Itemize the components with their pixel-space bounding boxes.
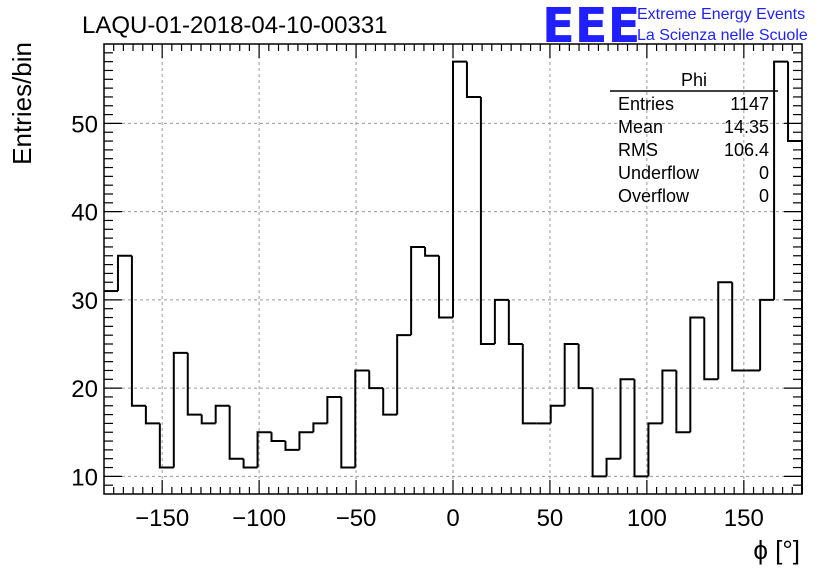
x-tick-label: −150 xyxy=(135,505,189,532)
histogram-bin xyxy=(200,414,216,425)
x-tick-label: −50 xyxy=(336,505,377,532)
histogram-bin xyxy=(340,396,356,469)
histogram-bin xyxy=(396,334,412,415)
histogram-bin xyxy=(410,245,426,336)
y-tick-label: 10 xyxy=(71,464,98,491)
x-tick-labels: −150 −100 −50 0 50 100 150 xyxy=(135,505,764,532)
histogram-bin xyxy=(521,344,537,425)
histogram-bin xyxy=(563,343,579,406)
histogram-bin xyxy=(256,431,272,468)
histogram-bin xyxy=(186,352,202,416)
axis-ticks xyxy=(104,44,802,494)
histogram-bin xyxy=(507,299,523,345)
x-tick-label: 150 xyxy=(724,505,764,532)
histogram-bin xyxy=(144,405,160,425)
histogram-bin xyxy=(787,61,803,494)
histogram-bin xyxy=(759,298,775,371)
histogram-bin xyxy=(284,441,300,451)
stats-label: Mean xyxy=(618,117,663,137)
eee-logo: EEE Extreme Energy Events La Scienza nel… xyxy=(542,0,808,54)
histogram-bin xyxy=(731,282,747,372)
histogram-bin xyxy=(130,255,146,407)
stats-rows: Entries 1147 Mean 14.35 RMS 106.4 Underflow 0 Ov… xyxy=(618,94,769,206)
histogram-bin xyxy=(605,457,621,477)
histogram-bin xyxy=(242,458,258,469)
histogram-bin xyxy=(424,246,440,257)
logo-mark: EEE xyxy=(542,0,640,54)
histogram-bin xyxy=(647,422,663,477)
histogram-bin xyxy=(633,379,649,478)
histogram-bin xyxy=(577,344,593,390)
histogram-bin xyxy=(354,369,370,468)
chart-title: LAQU-01-2018-04-10-00331 xyxy=(82,12,388,39)
x-tick-label: 0 xyxy=(446,505,459,532)
histogram-bin xyxy=(312,422,328,433)
histogram-bin xyxy=(661,369,677,424)
histogram-bin xyxy=(703,317,719,381)
histogram-bin xyxy=(228,405,244,460)
histogram-bin xyxy=(619,378,635,459)
x-tick-label: −100 xyxy=(232,505,286,532)
histogram-bin xyxy=(675,370,691,434)
stats-label: RMS xyxy=(618,140,658,160)
histogram-bin xyxy=(270,432,286,443)
histogram-bin xyxy=(298,431,314,450)
histogram-bin xyxy=(549,404,565,424)
stats-value: 0 xyxy=(759,186,769,206)
stats-box: Phi Entries 1147 Mean 14.35 RMS 106.4 Underflo… xyxy=(610,70,778,206)
histogram-bin xyxy=(368,370,384,390)
histogram-bin xyxy=(493,298,509,344)
histogram-bin xyxy=(717,281,733,380)
histogram-bin xyxy=(116,254,132,292)
stats-value: 106.4 xyxy=(724,140,769,160)
histogram-bin xyxy=(326,395,342,424)
y-tick-labels: 10 20 30 40 50 xyxy=(71,111,98,491)
stats-value: 1147 xyxy=(730,94,769,114)
histogram-bin xyxy=(689,316,705,433)
y-axis-title: Entries/bin xyxy=(7,42,37,165)
y-tick-label: 30 xyxy=(71,288,98,315)
histogram-bin xyxy=(773,60,789,300)
histogram-bin xyxy=(158,423,174,469)
x-axis-title: ϕ [°] xyxy=(753,535,800,565)
histogram-bin xyxy=(172,351,188,468)
histogram-bin xyxy=(479,96,495,345)
stats-title: Phi xyxy=(681,70,707,90)
histogram-bin xyxy=(591,388,607,478)
histogram-bin xyxy=(382,388,398,416)
y-tick-label: 40 xyxy=(71,200,98,227)
logo-line-1: Extreme Energy Events xyxy=(637,6,805,23)
histogram-bin xyxy=(465,61,481,98)
histogram-bin xyxy=(438,255,453,319)
histogram-bin xyxy=(452,60,467,318)
stats-value: 14.35 xyxy=(724,117,769,137)
stats-label: Underflow xyxy=(618,163,700,183)
stats-label: Entries xyxy=(618,94,674,114)
stats-value: 0 xyxy=(759,163,769,183)
logo-line-2: La Scienza nelle Scuole xyxy=(637,27,808,44)
histogram-bin xyxy=(214,404,230,424)
x-tick-label: 100 xyxy=(627,505,667,532)
stats-label: Overflow xyxy=(618,186,690,206)
y-tick-label: 50 xyxy=(71,111,98,138)
y-tick-label: 20 xyxy=(71,376,98,403)
x-tick-label: 50 xyxy=(537,505,564,532)
